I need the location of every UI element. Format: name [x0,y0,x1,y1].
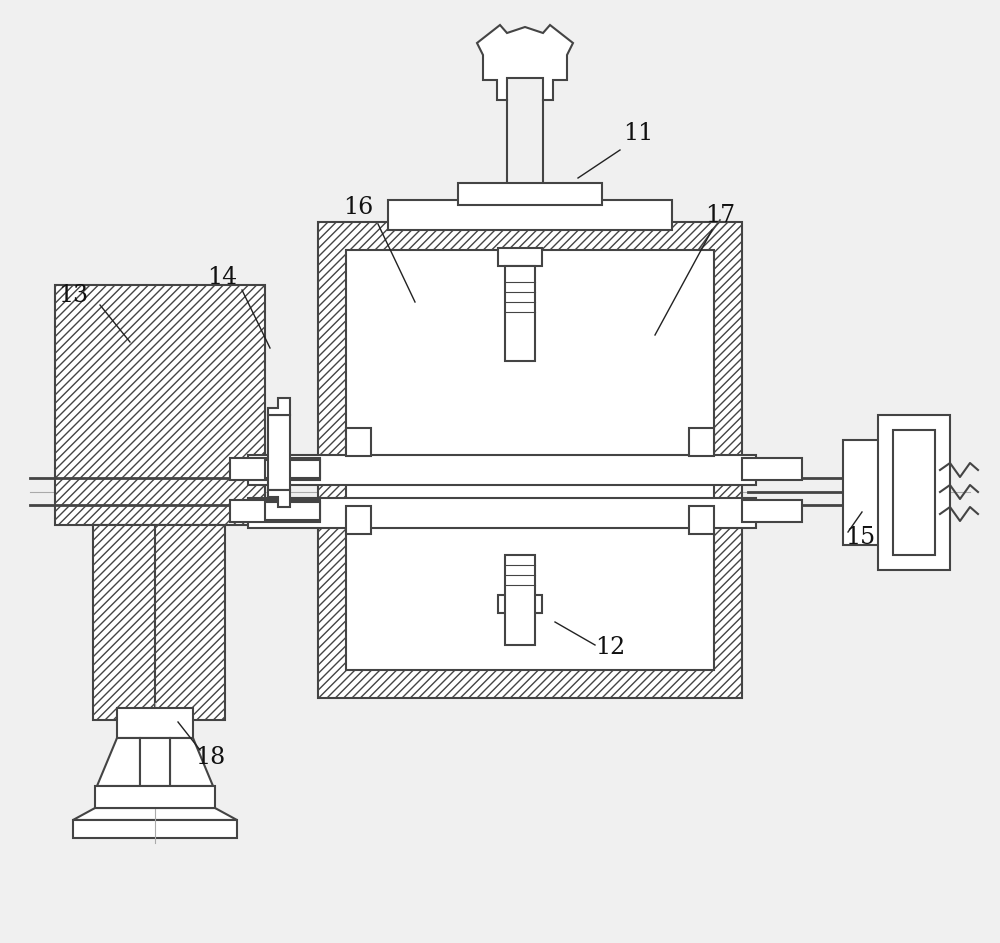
Bar [505,266,535,361]
Text: 15: 15 [845,526,875,550]
Bar [265,502,320,520]
Bar [498,248,542,266]
Bar [893,430,935,555]
Text: 17: 17 [705,204,735,226]
Text: 12: 12 [595,637,625,659]
Bar [689,428,714,456]
Bar [458,183,602,205]
Bar [346,506,371,534]
Bar [689,506,714,534]
Bar [346,428,371,456]
Polygon shape [97,738,140,786]
Bar [265,460,320,478]
Bar [742,500,802,522]
Polygon shape [170,738,213,786]
Polygon shape [268,398,290,415]
Bar [346,250,714,670]
Bar [248,455,756,485]
Polygon shape [477,25,573,100]
Text: 13: 13 [58,284,88,306]
Bar [230,500,320,522]
Bar [388,200,672,230]
Polygon shape [73,808,237,820]
Bar [117,708,193,738]
Polygon shape [268,490,290,507]
Bar [318,222,742,698]
Bar [95,786,215,808]
Bar [93,525,225,720]
Bar [742,458,802,480]
Bar [73,820,237,838]
Bar [248,498,756,528]
Bar [268,415,290,490]
Text: 11: 11 [623,122,653,144]
Text: 18: 18 [195,747,225,769]
Bar [230,458,320,480]
Bar [505,555,535,645]
Bar [55,285,265,525]
Text: 14: 14 [207,267,237,290]
Bar [498,595,542,613]
Bar [878,415,950,570]
Bar [843,440,881,545]
Bar [140,738,170,786]
Text: 16: 16 [343,196,373,220]
